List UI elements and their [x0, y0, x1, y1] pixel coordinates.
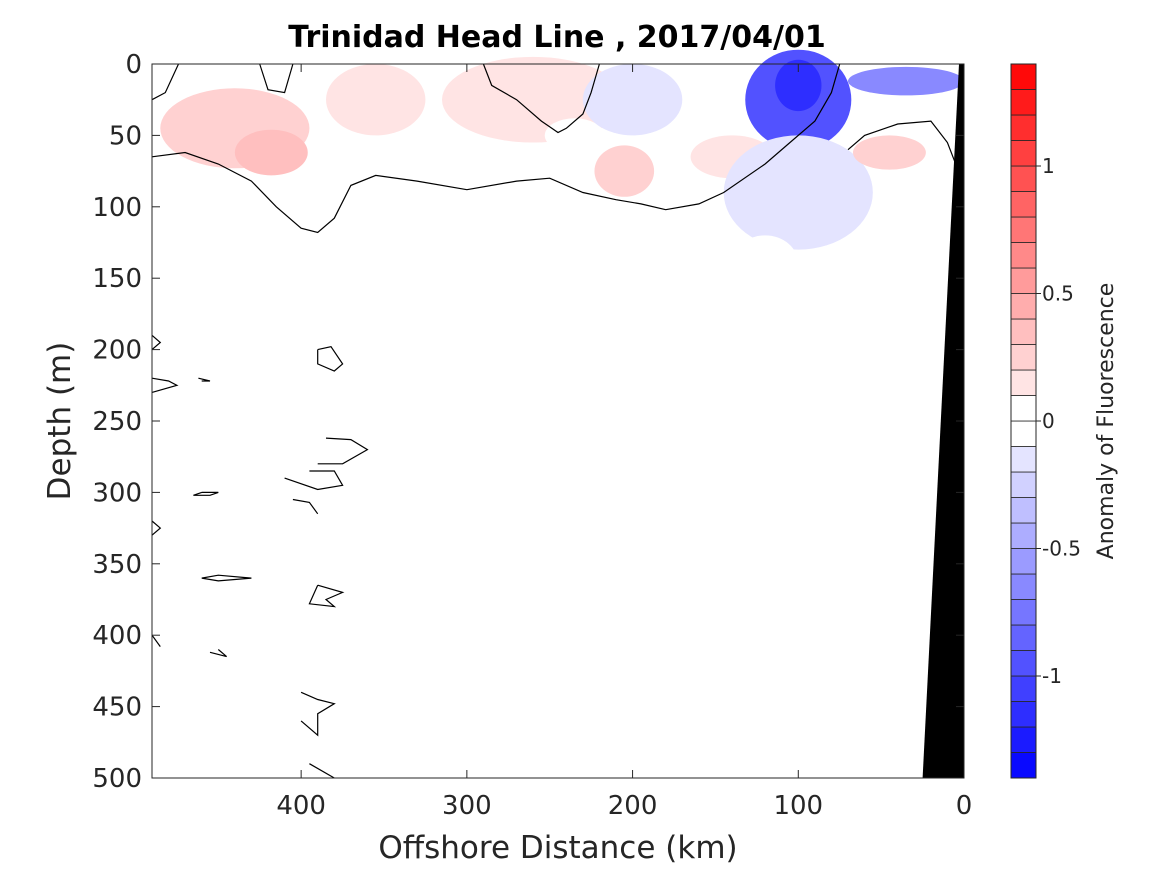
zero-contour [193, 491, 219, 496]
colorbar-level [1010, 624, 1037, 651]
zero-contour [151, 63, 841, 234]
anomaly-patch [852, 135, 926, 170]
plot-area [143, 49, 964, 779]
colorbar-level [1010, 318, 1037, 345]
anomaly-patch [143, 156, 194, 214]
colorbar-tick-label: 0.5 [1042, 282, 1074, 306]
x-tick-label: 400 [276, 791, 326, 821]
y-tick-label: 100 [92, 193, 142, 223]
colorbar-level [1010, 471, 1037, 498]
zero-contour [151, 334, 162, 351]
colorbar-level [1010, 165, 1037, 192]
zero-contour [259, 63, 294, 94]
colorbar-level [1010, 114, 1037, 141]
anomaly-patch [732, 235, 799, 293]
colorbar-level [1010, 395, 1037, 422]
colorbar-level [1010, 89, 1037, 116]
y-tick-label: 0 [125, 50, 142, 80]
x-tick-label: 0 [956, 791, 973, 821]
zero-contour [317, 346, 344, 372]
colorbar-level [1010, 140, 1037, 167]
x-tick-label: 300 [442, 791, 492, 821]
y-tick-label: 500 [92, 764, 142, 794]
colorbar-level [1010, 599, 1037, 626]
colorbar-level [1010, 420, 1037, 447]
colorbar-tick-label: -1 [1042, 664, 1062, 688]
colorbar-level [1010, 675, 1037, 702]
y-tick-label: 300 [92, 478, 142, 508]
colorbar-level [1010, 573, 1037, 600]
colorbar: 1 0.5 0 -0.5 -1 [1010, 63, 1081, 779]
zero-contour [847, 120, 957, 165]
zero-contour [300, 691, 336, 737]
colorbar-level [1010, 497, 1037, 524]
y-tick-label: 250 [92, 407, 142, 437]
anomaly-patch [775, 59, 822, 112]
zero-contour [317, 437, 369, 465]
zero-contour [198, 377, 211, 382]
colorbar-level [1010, 522, 1037, 549]
axes: 400 300 200 100 0 0 50 100 150 200 250 300 350 400 450… [92, 50, 972, 821]
y-tick-label: 450 [92, 693, 142, 723]
colorbar-label: Anomaly of Fluorescence [1094, 283, 1119, 560]
zero-contour [292, 498, 319, 515]
anomaly-patch [582, 63, 683, 136]
y-tick-label: 400 [92, 621, 142, 651]
colorbar-level [1010, 548, 1037, 575]
anomaly-patch [723, 135, 873, 250]
colorbar-level [1010, 267, 1037, 294]
y-tick-label: 50 [109, 121, 142, 151]
zero-contour [151, 634, 161, 647]
colorbar-level [1010, 701, 1037, 728]
colorbar-tick-label: -0.5 [1042, 537, 1081, 561]
anomaly-patch [326, 63, 426, 136]
anomaly-patch [234, 129, 308, 176]
zero-contour [151, 520, 162, 536]
y-axis-label: Depth (m) [42, 342, 78, 501]
y-tick-label: 350 [92, 550, 142, 580]
y-tick-label: 150 [92, 264, 142, 294]
chart-title: Trinidad Head Line , 2017/04/01 [288, 20, 825, 55]
colorbar-level [1010, 191, 1037, 218]
colorbar-level [1010, 726, 1037, 753]
colorbar-level [1010, 344, 1037, 371]
colorbar-tick-label: 0 [1042, 409, 1055, 433]
colorbar-level [1010, 216, 1037, 243]
anomaly-patch [594, 145, 655, 197]
colorbar-tick-label: 1 [1042, 154, 1055, 178]
y-tick-label: 200 [92, 336, 142, 366]
zero-contour [151, 63, 180, 101]
anomaly-patch [344, 159, 384, 183]
zero-contour [151, 377, 179, 393]
bathymetry-shape [922, 64, 964, 778]
x-tick-label: 200 [608, 791, 658, 821]
zero-contour [308, 584, 345, 608]
colorbar-level [1010, 650, 1037, 677]
anomaly-patch [848, 66, 964, 96]
colorbar-level [1010, 242, 1037, 269]
colorbar-level [1010, 446, 1037, 473]
colorbar-level [1010, 369, 1037, 396]
zero-contour [284, 470, 344, 491]
x-tick-label: 100 [773, 791, 823, 821]
zero-contour [201, 574, 252, 582]
colorbar-level [1010, 63, 1037, 90]
colorbar-level [1010, 752, 1037, 779]
colorbar-level [1010, 293, 1037, 320]
zero-contour [209, 649, 227, 658]
x-axis-label: Offshore Distance (km) [378, 830, 737, 866]
zero-contour [482, 63, 600, 134]
zero-contour [309, 763, 335, 779]
anomaly-patch [544, 118, 605, 153]
